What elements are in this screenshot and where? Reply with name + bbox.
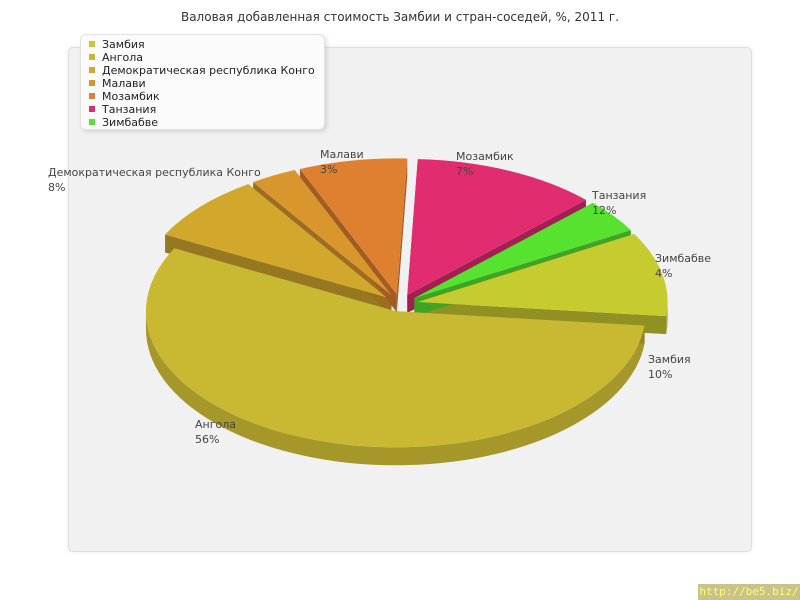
slice-label-name-3: Малави (320, 148, 364, 161)
pie-slice-4[interactable] (299, 158, 408, 295)
legend-label: Мозамбик (102, 90, 160, 103)
slice-label-value-0: 10% (648, 368, 672, 381)
pie-slice-5[interactable] (407, 159, 586, 296)
legend-label: Ангола (102, 51, 143, 64)
slice-label-name-5: Танзания (591, 189, 646, 202)
legend-item-zimbabwe[interactable]: Зимбабве (89, 116, 324, 129)
pie-slice-3[interactable] (253, 169, 392, 296)
legend: Замбия Ангола Демократическая республика… (80, 34, 325, 130)
legend-item-zambia[interactable]: Замбия (89, 38, 324, 51)
pie-slice-0[interactable] (417, 233, 668, 317)
legend-swatch (89, 41, 95, 47)
legend-label: Замбия (102, 38, 145, 51)
slice-label-name-0: Замбия (648, 353, 691, 366)
slice-label-value-2: 8% (48, 181, 65, 194)
legend-swatch (89, 106, 95, 112)
legend-swatch (89, 54, 95, 60)
legend-item-malawi[interactable]: Малави (89, 77, 324, 90)
legend-item-mozambique[interactable]: Мозамбик (89, 90, 324, 103)
slice-label-value-4: 7% (456, 165, 473, 178)
slice-cut-4 (396, 158, 408, 313)
legend-item-tanzania[interactable]: Танзания (89, 103, 324, 116)
legend-swatch (89, 119, 95, 125)
legend-swatch (89, 93, 95, 99)
legend-item-angola[interactable]: Ангола (89, 51, 324, 64)
legend-label: Малави (102, 77, 146, 90)
watermark-link[interactable]: http://be5.biz/ (698, 584, 800, 600)
slice-label-value-3: 3% (320, 163, 337, 176)
legend-label: Демократическая республика Конго (102, 64, 315, 77)
legend-label: Танзания (102, 103, 157, 116)
slice-label-name-1: Ангола (195, 418, 236, 431)
chart-title: Валовая добавленная стоимость Замбии и с… (180, 10, 620, 24)
pie-slice-1[interactable] (145, 248, 645, 448)
legend-item-drc[interactable]: Демократическая республика Конго (89, 64, 324, 77)
pie-slice-6[interactable] (414, 202, 631, 299)
slice-label-value-5: 12% (592, 204, 616, 217)
legend-swatch (89, 67, 95, 73)
slice-label-name-4: Мозамбик (456, 150, 514, 163)
slice-label-value-6: 4% (655, 267, 672, 280)
slice-label-name-2: Демократическая республика Конго (48, 166, 261, 179)
legend-label: Зимбабве (102, 116, 159, 129)
legend-swatch (89, 80, 95, 86)
pie-slice-2[interactable] (165, 184, 387, 298)
slice-side-0 (666, 301, 668, 335)
slice-label-name-6: Зимбабве (655, 252, 711, 265)
slice-label-value-1: 56% (195, 433, 219, 446)
